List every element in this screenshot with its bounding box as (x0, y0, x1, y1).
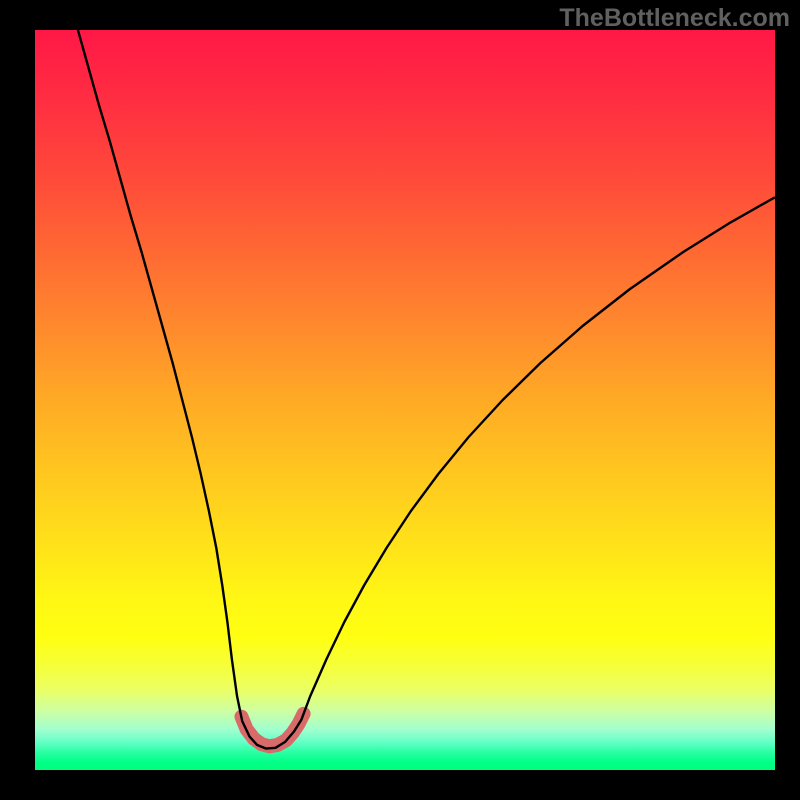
plot-area (35, 30, 775, 770)
gradient-background (35, 30, 775, 770)
chart-frame: TheBottleneck.com (0, 0, 800, 800)
watermark-text: TheBottleneck.com (559, 4, 790, 33)
bottleneck-chart (35, 30, 775, 770)
